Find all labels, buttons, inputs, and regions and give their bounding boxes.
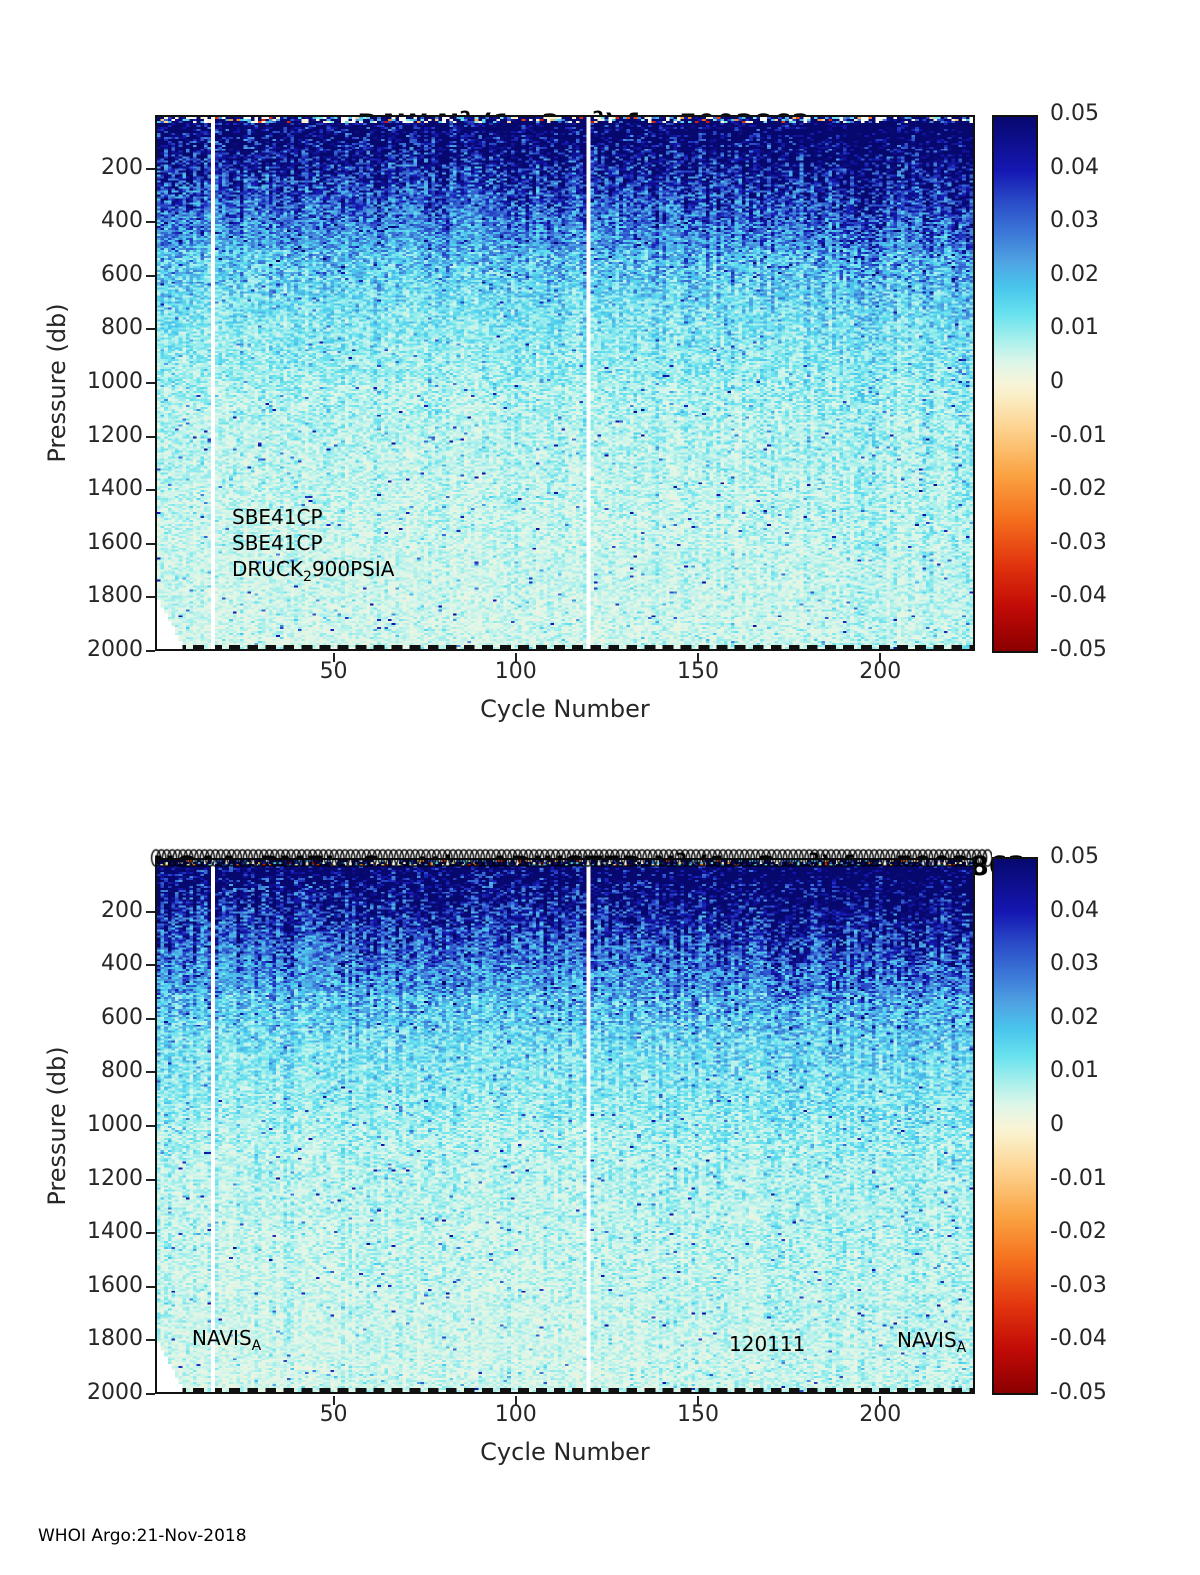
colorbar-tick-label: -0.02 (1050, 1219, 1107, 1245)
y-tick-label: 400 (101, 208, 143, 234)
annotation-120111: 120111 (729, 1332, 806, 1356)
colorbar-tick-label: -0.04 (1050, 1326, 1107, 1352)
x-tick-mark (879, 653, 882, 662)
y-tick-mark (146, 1285, 155, 1288)
colorbar-tick-label: 0.04 (1050, 897, 1099, 923)
x-tick-label: 150 (677, 1402, 720, 1427)
y-tick-mark (146, 1232, 155, 1235)
y-tick-label: 1800 (87, 1326, 143, 1352)
x-tick-mark (697, 1396, 700, 1405)
colorbar-tick-label: 0.02 (1050, 1004, 1099, 1030)
y-tick-mark (146, 489, 155, 492)
x-tick-mark (332, 653, 335, 662)
y-tick-mark (146, 1017, 155, 1020)
x-tick-label: 200 (859, 1402, 902, 1427)
y-tick-label: 1600 (87, 529, 143, 555)
y-tick-label: 600 (101, 1004, 143, 1030)
panel2-colorbar (992, 857, 1038, 1395)
y-tick-label: 200 (101, 154, 143, 180)
colorbar-tick-label: 0.05 (1050, 101, 1099, 126)
y-tick-mark (146, 1071, 155, 1074)
colorbar-tick-label: -0.04 (1050, 583, 1107, 609)
y-tick-label: 600 (101, 261, 143, 287)
colorbar-tick-label: -0.01 (1050, 422, 1107, 448)
annotation-sensor-sbe41cp-2: SBE41CP (232, 531, 323, 555)
panel1-x-axis-label: Cycle Number (480, 695, 650, 723)
y-tick-mark (146, 1339, 155, 1342)
top-edge-circle-markers (150, 847, 992, 869)
y-tick-mark (146, 964, 155, 967)
panel2-x-axis-label: Cycle Number (480, 1438, 650, 1466)
x-tick-label: 150 (677, 659, 720, 684)
colorbar-tick-label: 0.01 (1050, 1058, 1099, 1084)
colorbar-tick-label: 0.01 (1050, 315, 1099, 341)
y-tick-label: 1400 (87, 476, 143, 502)
y-tick-mark (146, 1393, 155, 1395)
y-tick-mark (146, 542, 155, 545)
y-tick-label: 2000 (87, 637, 143, 662)
x-tick-mark (697, 653, 700, 662)
colorbar-tick-label: 0 (1050, 369, 1064, 394)
y-tick-mark (146, 382, 155, 384)
annotation-sensor-sbe41cp-1: SBE41CP (232, 505, 323, 529)
panel1-colorbar (992, 115, 1038, 653)
y-tick-mark (146, 650, 155, 652)
y-tick-mark (146, 435, 155, 438)
y-tick-mark (146, 1178, 155, 1181)
y-tick-mark (146, 910, 155, 913)
colorbar-tick-label: 0.02 (1050, 261, 1099, 287)
colorbar-tick-label: -0.03 (1050, 529, 1107, 555)
y-tick-label: 1200 (87, 422, 143, 448)
y-tick-mark (146, 328, 155, 331)
colorbar-tick-label: -0.05 (1050, 1380, 1107, 1405)
x-tick-mark (879, 1396, 882, 1405)
y-tick-mark (146, 274, 155, 277)
colorbar-tick-label: -0.01 (1050, 1165, 1107, 1191)
panel2-heatmap-plot: NAVISA 120111 NAVISA (155, 858, 975, 1394)
x-tick-label: 100 (494, 659, 537, 684)
y-tick-label: 400 (101, 951, 143, 977)
y-tick-label: 200 (101, 897, 143, 923)
annotation-navis-left: NAVISA (192, 1326, 262, 1354)
colorbar-tick-label: 0 (1050, 1112, 1064, 1137)
x-tick-label: 200 (859, 659, 902, 684)
colorbar-tick-label: 0.03 (1050, 951, 1099, 977)
y-tick-label: 1800 (87, 583, 143, 609)
y-tick-mark (146, 167, 155, 170)
y-tick-label: 1400 (87, 1219, 143, 1245)
x-tick-mark (514, 1396, 517, 1405)
y-tick-label: 800 (101, 1058, 143, 1084)
annotation-sensor-druck: DRUCK2900PSIA (232, 557, 395, 585)
y-tick-label: 800 (101, 315, 143, 341)
colorbar-tick-label: 0.04 (1050, 154, 1099, 180)
colorbar-tick-label: -0.02 (1050, 476, 1107, 502)
x-tick-label: 100 (494, 1402, 537, 1427)
y-tick-label: 1200 (87, 1165, 143, 1191)
x-tick-label: 50 (319, 659, 348, 684)
colorbar-tick-label: 0.05 (1050, 844, 1099, 869)
y-tick-mark (146, 1125, 155, 1127)
y-tick-label: 1000 (87, 1112, 143, 1137)
x-tick-mark (332, 1396, 335, 1405)
y-tick-label: 1600 (87, 1272, 143, 1298)
colorbar-tick-label: -0.05 (1050, 637, 1107, 662)
y-tick-mark (146, 221, 155, 224)
annotation-navis-right: NAVISA (897, 1328, 967, 1356)
x-tick-label: 50 (319, 1402, 348, 1427)
raw-heatmap-canvas (157, 117, 973, 649)
footer-credit: WHOI Argo:21-Nov-2018 (38, 1526, 247, 1546)
colorbar-tick-label: -0.03 (1050, 1272, 1107, 1298)
adjusted-heatmap-canvas (157, 860, 973, 1392)
y-tick-label: 1000 (87, 369, 143, 394)
panel1-heatmap-plot: SBE41CP SBE41CP DRUCK2900PSIA (155, 115, 975, 651)
y-tick-mark (146, 596, 155, 599)
y-tick-label: 2000 (87, 1380, 143, 1405)
colorbar-tick-label: 0.03 (1050, 208, 1099, 234)
x-tick-mark (514, 653, 517, 662)
